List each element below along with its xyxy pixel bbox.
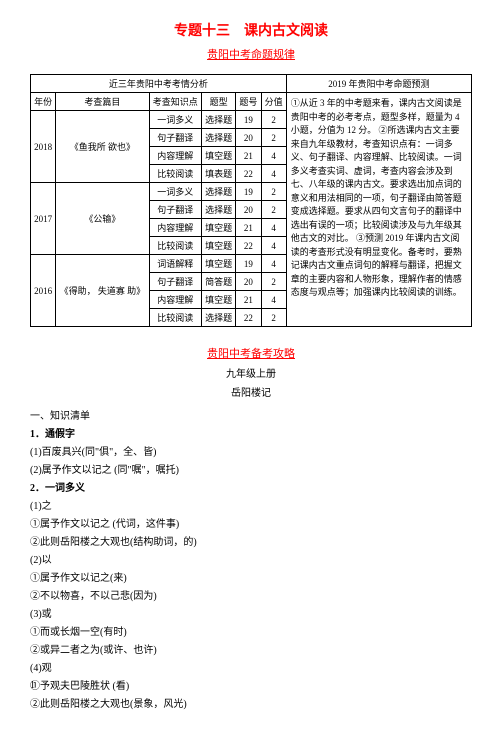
cell: 句子翻译 [149,129,201,147]
cell: 填空题 [201,291,235,309]
grade: 九年级上册 [30,365,472,380]
cell: 20 [236,201,261,219]
cell: 比较阅读 [149,165,201,183]
cell: 一词多义 [149,183,201,201]
cell: 内容理解 [149,219,201,237]
cell: 22 [236,165,261,183]
line: ①而或长烟一空(有时) [30,625,472,641]
cell: 词语解释 [149,255,201,273]
p2018: 《鱼我所 欲也》 [56,111,149,183]
cell: 4 [261,291,286,309]
line: (1)百废具兴(同"俱"，全、皆) [30,445,472,461]
cell: 简答题 [201,273,235,291]
p2017: 《公输》 [56,183,149,255]
cell: 填空题 [201,237,235,255]
line: ②不以物喜，不以己悲(因为) [30,589,472,605]
col-num: 题号 [236,93,261,111]
cell: 21 [236,291,261,309]
line: 1．通假字 [30,427,472,443]
cell: 填表题 [201,165,235,183]
prediction-cell: ①从近 3 年的中考题来看，课内古文阅读是贵阳中考的必考考点，题型多样，题量为 … [286,93,471,327]
content-list: 一、知识清单 1．通假字 (1)百废具兴(同"俱"，全、皆) (2)属予作文以记… [30,409,472,713]
cell: 填空题 [201,255,235,273]
cell: 4 [261,165,286,183]
cell: 选择题 [201,309,235,327]
cell: 句子翻译 [149,201,201,219]
cell: 句子翻译 [149,273,201,291]
line: ①予观夫巴陵胜状 (看) [30,679,472,695]
col-score: 分值 [261,93,286,111]
y2016: 2016 [31,255,56,327]
subtitle: 贵阳中考命题规律 [30,46,472,62]
line: (2)以 [30,553,472,569]
cell: 19 [236,183,261,201]
cell: 填空题 [201,219,235,237]
p2016: 《得助， 失道寡 助》 [56,255,149,327]
header-right: 2019 年贵阳中考命题预测 [286,75,471,93]
cell: 19 [236,255,261,273]
header-left: 近三年贵阳中考考情分析 [31,75,287,93]
cell: 选择题 [201,111,235,129]
cell: 比较阅读 [149,237,201,255]
line: ①属予作文以记之 (代词，这件事) [30,517,472,533]
cell: 20 [236,129,261,147]
y2017: 2017 [31,183,56,255]
line: (2)属予作文以记之 (同"嘱"，嘱托) [30,463,472,479]
cell: 22 [236,237,261,255]
page-number: 1 [30,680,35,691]
col-type: 题型 [201,93,235,111]
cell: 内容理解 [149,147,201,165]
cell: 选择题 [201,183,235,201]
col-year: 年份 [31,93,56,111]
cell: 4 [261,147,286,165]
cell: 2 [261,273,286,291]
cell: 填空题 [201,147,235,165]
cell: 2 [261,309,286,327]
line: 一、知识清单 [30,409,472,425]
line: ②或异二者之为(或许、也许) [30,643,472,659]
line: (3)或 [30,607,472,623]
line: ①属予作文以记之(来) [30,571,472,587]
cell: 选择题 [201,201,235,219]
cell: 19 [236,111,261,129]
cell: 22 [236,309,261,327]
main-title: 专题十三 课内古文阅读 [30,20,472,40]
cell: 一词多义 [149,111,201,129]
line: 2．一词多义 [30,481,472,497]
cell: 2 [261,201,286,219]
cell: 比较阅读 [149,309,201,327]
cell: 4 [261,219,286,237]
cell: 内容理解 [149,291,201,309]
cell: 21 [236,147,261,165]
cell: 2 [261,129,286,147]
mid-title: 贵阳中考备考攻略 [30,345,472,361]
cell: 2 [261,183,286,201]
y2018: 2018 [31,111,56,183]
cell: 21 [236,219,261,237]
piece-title: 岳阳楼记 [30,384,472,399]
cell: 选择题 [201,129,235,147]
col-k: 考查知识点 [149,93,201,111]
cell: 4 [261,255,286,273]
cell: 20 [236,273,261,291]
col-piece: 考查篇目 [56,93,149,111]
cell: 4 [261,237,286,255]
line: ②此则岳阳楼之大观也(结构助词，的) [30,535,472,551]
analysis-table: 近三年贵阳中考考情分析 2019 年贵阳中考命题预测 年份 考查篇目 考查知识点… [30,74,472,327]
cell: 2 [261,111,286,129]
line: (4)观 [30,661,472,677]
line: (1)之 [30,499,472,515]
